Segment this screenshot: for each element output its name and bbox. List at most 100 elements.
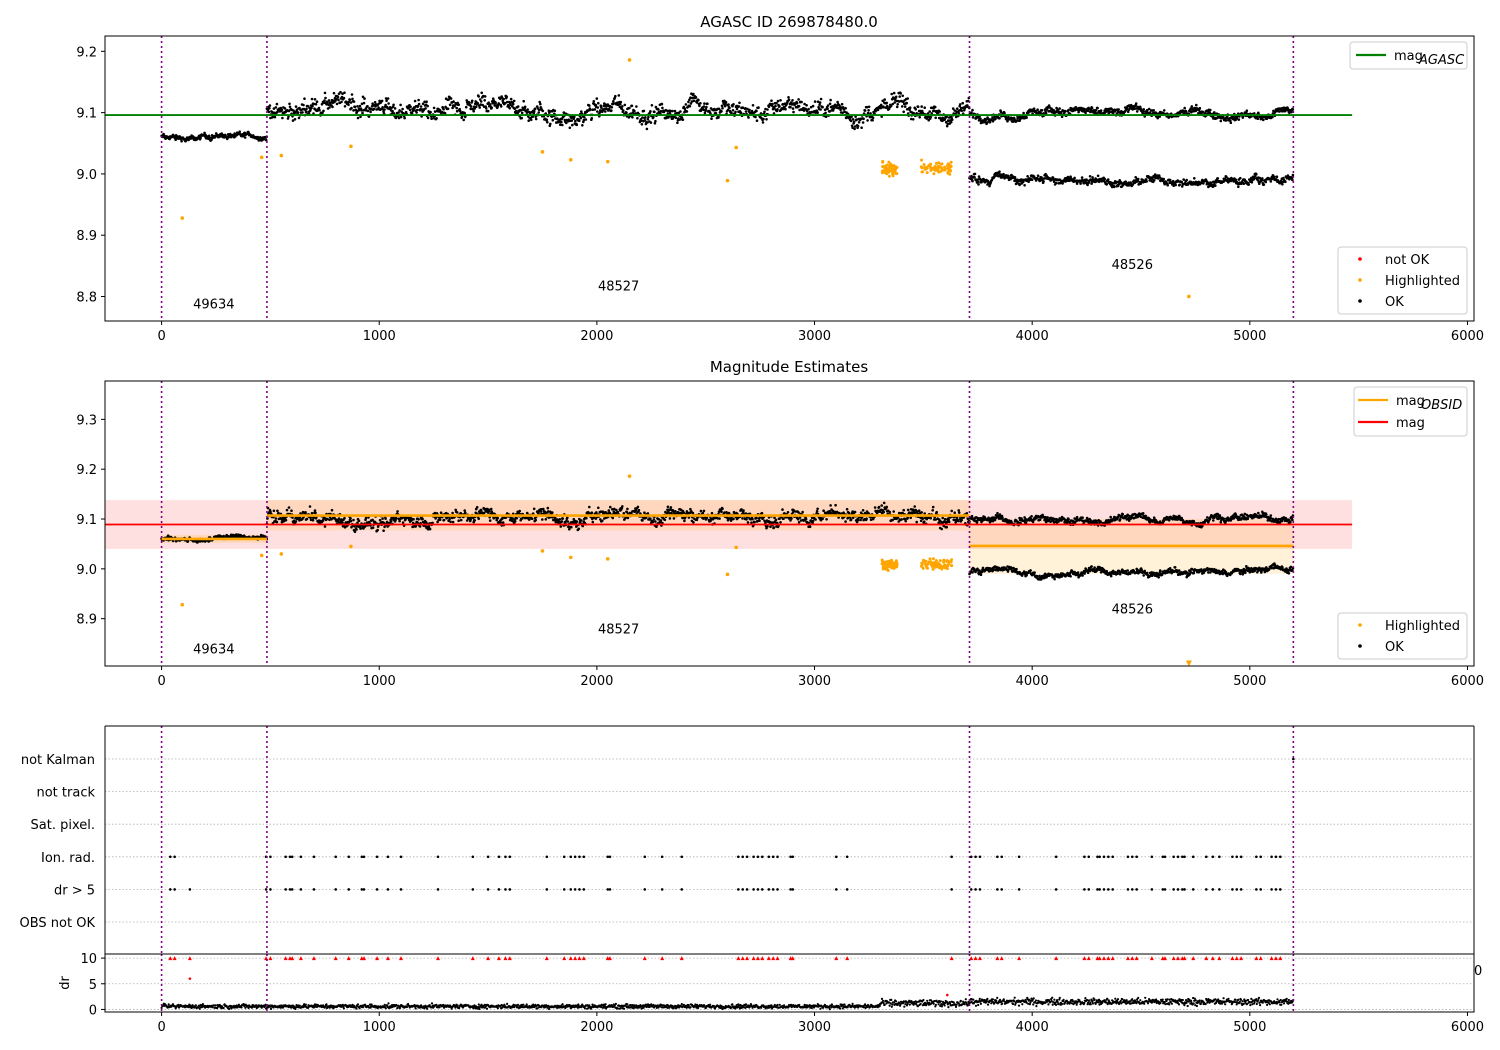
ok-point — [544, 112, 548, 115]
ok-point — [534, 117, 538, 121]
ok-point — [885, 101, 888, 105]
ok-point — [1214, 184, 1217, 187]
highlighted-point — [568, 158, 573, 162]
ok-point — [483, 95, 487, 98]
ok-point — [399, 115, 403, 119]
ok-point — [600, 106, 603, 109]
ok-point — [807, 107, 810, 111]
ok-point — [394, 516, 398, 520]
ok-point — [516, 111, 519, 115]
ok-point — [1038, 179, 1042, 182]
ok-point — [1096, 106, 1099, 110]
ok-point — [339, 90, 342, 94]
ok-point — [774, 518, 778, 522]
ok-point — [1115, 112, 1119, 115]
ok-point — [1166, 183, 1169, 187]
ok-point — [721, 106, 724, 110]
ok-point — [877, 505, 881, 509]
ok-point — [369, 110, 372, 114]
ok-point — [610, 109, 613, 112]
ok-point — [558, 120, 561, 124]
ok-point — [828, 102, 832, 106]
ok-point — [804, 517, 808, 521]
ok-point — [770, 99, 773, 102]
ok-point — [578, 119, 581, 123]
ok-point — [585, 516, 588, 520]
ok-point — [714, 112, 718, 115]
ok-point — [1111, 111, 1115, 115]
ok-point — [786, 511, 790, 514]
ok-point — [1228, 117, 1231, 120]
ok-point — [561, 517, 565, 520]
ok-point — [903, 105, 907, 108]
ok-point — [497, 102, 501, 105]
ok-point — [880, 504, 883, 507]
ok-point — [1038, 518, 1042, 521]
ok-point — [845, 507, 849, 511]
highlighted-point — [884, 171, 888, 175]
ok-point — [351, 97, 354, 101]
ok-point — [1275, 175, 1279, 178]
ok-point — [1234, 178, 1238, 181]
ok-point — [680, 116, 684, 119]
ok-point — [355, 528, 358, 531]
ok-point — [565, 121, 568, 125]
ok-point — [865, 517, 868, 520]
ok-point — [1216, 177, 1220, 180]
ok-point — [1003, 111, 1006, 115]
panel1-xtick-label: 5000 — [1233, 329, 1266, 344]
ok-point — [222, 534, 225, 538]
ok-point — [1043, 108, 1047, 111]
ok-point — [904, 519, 907, 523]
ok-point — [315, 100, 319, 103]
ok-point — [735, 107, 739, 111]
panel1-xtick-label: 2000 — [580, 329, 613, 344]
ok-point — [340, 100, 343, 104]
ok-point — [787, 96, 790, 99]
panel1-ytick-label: 8.8 — [76, 290, 97, 305]
ok-point — [432, 106, 436, 110]
ok-point — [818, 101, 822, 104]
ok-point — [304, 110, 308, 114]
ok-point — [1030, 515, 1033, 518]
ok-point — [704, 107, 708, 111]
ok-point — [630, 104, 634, 108]
ok-point — [691, 96, 694, 100]
ok-point — [885, 505, 888, 509]
ok-point — [1022, 111, 1025, 115]
ok-point — [922, 520, 926, 523]
ok-point — [781, 508, 784, 511]
ok-point — [720, 110, 723, 113]
ok-point — [391, 109, 394, 113]
ok-point — [318, 108, 321, 112]
ok-point — [1075, 182, 1079, 185]
ok-point — [479, 100, 483, 103]
ok-point — [657, 108, 660, 111]
ok-point — [301, 111, 304, 114]
ok-point — [323, 91, 327, 95]
highlighted-point — [895, 172, 899, 176]
ok-point — [1046, 516, 1049, 519]
panel1-xtick-label: 4000 — [1016, 329, 1049, 344]
ok-point — [332, 91, 336, 95]
ok-point — [1079, 182, 1082, 185]
ok-point — [449, 97, 453, 100]
ok-point — [979, 117, 982, 121]
highlighted-point — [887, 174, 891, 178]
ok-point — [818, 103, 821, 106]
ok-point — [1001, 516, 1004, 520]
ok-point — [277, 511, 280, 515]
ok-point — [1219, 119, 1223, 123]
ok-point — [1144, 178, 1148, 181]
ok-point — [702, 509, 706, 513]
ok-point — [797, 521, 801, 524]
ok-point — [682, 511, 686, 515]
ok-point — [579, 116, 583, 120]
ok-point — [861, 509, 865, 512]
ok-point — [681, 118, 685, 121]
ok-point — [457, 103, 461, 106]
ok-point — [1099, 109, 1103, 112]
ok-point — [626, 516, 630, 520]
ok-point — [384, 103, 387, 107]
ok-point — [805, 109, 809, 113]
